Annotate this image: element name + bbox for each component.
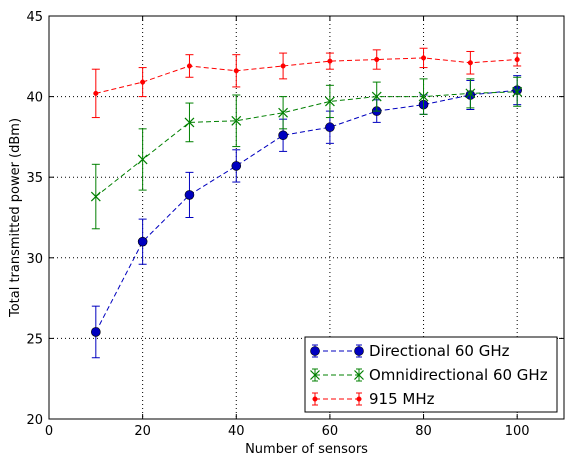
data-point: [310, 346, 320, 356]
data-point: [233, 68, 239, 74]
data-point-stroke: [324, 96, 335, 107]
y-axis-title: Total transmitted power (dBm): [8, 118, 23, 318]
x-tick-label: 40: [228, 424, 245, 439]
data-point-stroke: [137, 154, 148, 165]
series-line: [95, 57, 518, 94]
data-point: [184, 190, 195, 200]
legend-item-2: 915 MHz: [312, 390, 435, 408]
data-point: [418, 91, 429, 102]
x-tick-label: 20: [134, 424, 151, 439]
data-point: [137, 236, 148, 247]
series-layer: [90, 47, 523, 359]
legend-item-1: Omnidirectional 60 GHz: [310, 366, 548, 384]
data-point: [278, 130, 288, 141]
data-point-stroke: [90, 191, 101, 202]
data-point: [91, 327, 101, 337]
y-tick-label: 25: [26, 332, 43, 347]
series-1: [90, 76, 523, 230]
data-point-stroke: [354, 370, 364, 380]
x-tick-label: 0: [45, 424, 53, 439]
data-point: [420, 55, 427, 61]
data-point: [467, 60, 473, 66]
y-tick-label: 45: [26, 10, 43, 25]
legend-item-0: Directional 60 GHz: [310, 342, 510, 360]
data-point: [280, 63, 286, 69]
series-line: [95, 91, 518, 197]
y-tick-label: 30: [26, 252, 43, 267]
data-point-stroke: [184, 117, 195, 128]
legend-label: Omnidirectional 60 GHz: [369, 366, 548, 384]
data-point: [324, 96, 335, 107]
data-point: [310, 370, 320, 380]
data-point: [93, 90, 99, 96]
data-point: [140, 79, 146, 85]
data-point: [327, 58, 333, 64]
y-tick-label: 35: [26, 171, 43, 186]
data-point: [184, 117, 195, 128]
data-point-stroke: [418, 91, 429, 102]
legend-label: Directional 60 GHz: [369, 342, 510, 360]
data-point-stroke: [512, 86, 523, 97]
data-point-stroke: [465, 88, 476, 99]
data-point: [186, 63, 193, 69]
data-point: [90, 191, 101, 202]
y-tick-label: 20: [26, 413, 43, 428]
plot-frame: [48, 15, 565, 420]
data-point: [354, 370, 364, 380]
data-point: [512, 86, 523, 97]
data-point: [325, 122, 335, 133]
data-point: [137, 154, 148, 165]
legend-label: 915 MHz: [369, 390, 435, 408]
data-point: [278, 107, 289, 118]
data-point: [231, 161, 242, 171]
data-point: [465, 88, 476, 99]
data-point-stroke: [310, 370, 320, 380]
x-tick-label: 100: [505, 424, 530, 439]
legend: Directional 60 GHz Omnidirectional 60 GHz…: [304, 336, 558, 413]
data-point: [371, 91, 382, 102]
data-point: [514, 56, 520, 63]
data-point: [354, 346, 364, 356]
data-point: [374, 56, 380, 63]
x-axis-title: Number of sensors: [245, 442, 368, 457]
x-tick-label: 60: [322, 424, 339, 439]
data-point-stroke: [371, 91, 382, 102]
data-point-stroke: [278, 107, 289, 118]
data-point: [312, 396, 318, 402]
series-2: [91, 47, 522, 119]
data-point-stroke: [231, 115, 242, 126]
x-tick-label: 80: [415, 424, 432, 439]
data-point: [231, 115, 242, 126]
y-tick-label: 40: [26, 91, 43, 106]
data-point: [356, 396, 362, 402]
